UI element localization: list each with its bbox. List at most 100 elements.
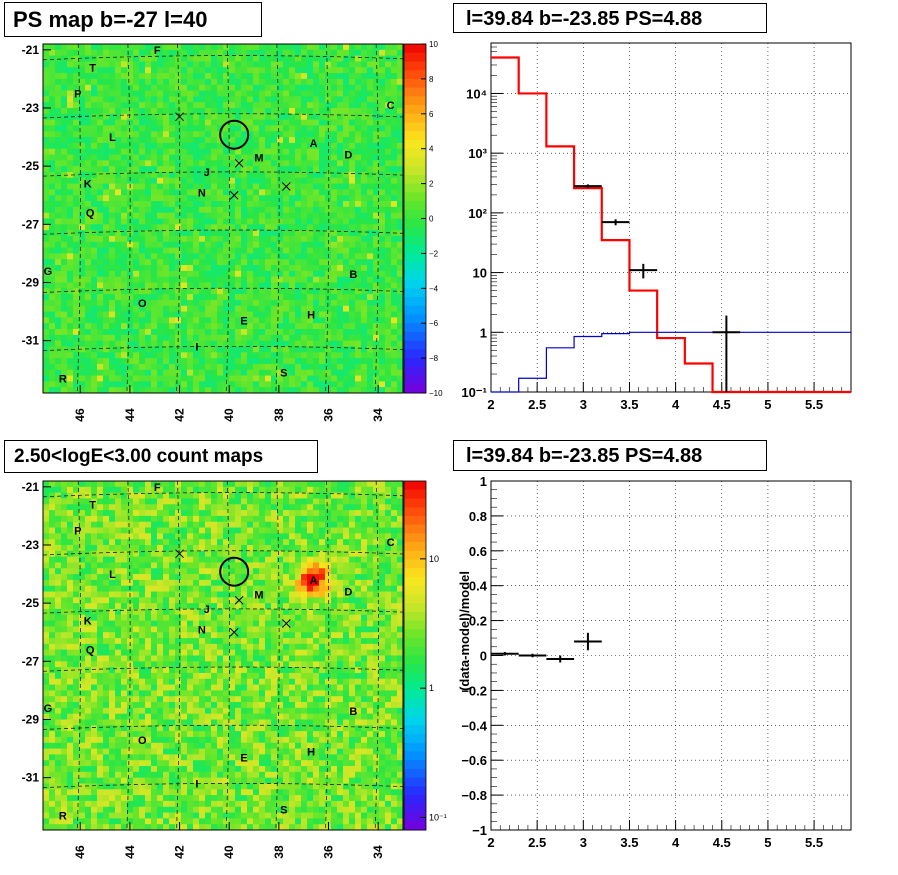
map-pixel <box>229 113 236 121</box>
map-pixel <box>115 375 122 382</box>
map-pixel <box>349 78 356 86</box>
map-pixel <box>139 632 146 639</box>
map-pixel <box>175 334 182 342</box>
map-pixel <box>319 55 326 62</box>
map-pixel <box>247 96 254 103</box>
map-pixel <box>163 591 170 598</box>
map-pixel <box>109 568 116 575</box>
map-pixel <box>157 218 164 225</box>
map-pixel <box>337 358 344 365</box>
map-pixel <box>91 381 98 388</box>
map-pixel <box>247 387 254 394</box>
map-pixel <box>301 119 308 126</box>
map-pixel <box>145 311 152 318</box>
map-pixel <box>85 235 92 243</box>
map-pixel <box>367 369 374 376</box>
map-pixel <box>259 177 266 184</box>
map-pixel <box>55 533 62 540</box>
map-pixel <box>97 812 104 819</box>
map-pixel <box>259 305 266 312</box>
map-pixel <box>253 253 260 260</box>
map-pixel <box>79 119 86 126</box>
map-pixel <box>43 696 50 703</box>
map-pixel <box>55 806 62 813</box>
map-pixel <box>343 102 350 109</box>
map-pixel <box>211 125 218 132</box>
map-pixel <box>109 84 116 91</box>
map-pixel <box>361 340 368 347</box>
map-pixel <box>271 142 278 150</box>
map-pixel <box>55 626 62 633</box>
map-pixel <box>271 288 278 295</box>
map-pixel <box>325 329 332 336</box>
map-pixel <box>301 253 308 260</box>
map-pixel <box>199 323 206 330</box>
map-pixel <box>307 171 314 179</box>
map-pixel <box>133 323 140 330</box>
map-pixel <box>379 67 386 74</box>
map-pixel <box>127 544 134 552</box>
map-pixel <box>67 363 74 371</box>
map-pixel <box>331 148 338 155</box>
map-pixel <box>301 311 308 318</box>
map-pixel <box>241 154 248 161</box>
map-pixel <box>343 148 350 155</box>
map-pixel <box>151 299 158 307</box>
map-pixel <box>73 381 80 388</box>
map-pixel <box>151 574 158 581</box>
map-pixel <box>379 317 386 324</box>
colorbar-cell <box>404 358 426 368</box>
map-pixel <box>373 288 380 295</box>
map-pixel <box>49 358 56 365</box>
map-pixel <box>85 55 92 62</box>
map-pixel <box>85 783 92 790</box>
map-pixel <box>289 96 296 103</box>
map-pixel <box>169 492 176 499</box>
map-pixel <box>97 230 104 237</box>
map-pixel <box>115 224 122 231</box>
map-pixel <box>325 189 332 196</box>
map-pixel <box>157 742 164 749</box>
map-pixel <box>133 148 140 155</box>
map-pixel <box>97 533 104 540</box>
map-pixel <box>205 201 212 208</box>
map-pixel <box>67 317 74 324</box>
map-pixel <box>331 206 338 214</box>
map-pixel <box>115 742 122 749</box>
map-pixel <box>127 305 134 312</box>
map-pixel <box>385 270 392 278</box>
map-pixel <box>307 334 314 342</box>
map-pixel <box>205 107 212 115</box>
map-pixel <box>313 334 320 342</box>
map-pixel <box>349 276 356 283</box>
map-pixel <box>103 824 110 831</box>
map-pixel <box>253 137 260 144</box>
map-pixel <box>55 539 62 546</box>
map-pixel <box>139 247 146 254</box>
map-pixel <box>79 142 86 150</box>
map-pixel <box>133 282 140 289</box>
map-pixel <box>109 352 116 359</box>
map-pixel <box>349 148 356 155</box>
map-pixel <box>145 603 152 610</box>
map-pixel <box>55 375 62 382</box>
map-pixel <box>43 702 50 709</box>
map-pixel <box>79 294 86 301</box>
map-pixel <box>283 137 290 144</box>
map-pixel <box>121 702 128 709</box>
map-pixel <box>97 608 104 616</box>
map-pixel <box>157 556 164 563</box>
map-pixel <box>79 667 86 674</box>
map-pixel <box>97 102 104 109</box>
map-pixel <box>157 550 164 558</box>
map-pixel <box>103 783 110 790</box>
map-pixel <box>115 731 122 738</box>
map-pixel <box>373 265 380 272</box>
map-pixel <box>49 707 56 715</box>
map-pixel <box>139 131 146 138</box>
map-pixel <box>163 78 170 86</box>
map-pixel <box>133 305 140 312</box>
map-pixel <box>55 166 62 173</box>
map-pixel <box>301 148 308 155</box>
map-pixel <box>187 241 194 248</box>
